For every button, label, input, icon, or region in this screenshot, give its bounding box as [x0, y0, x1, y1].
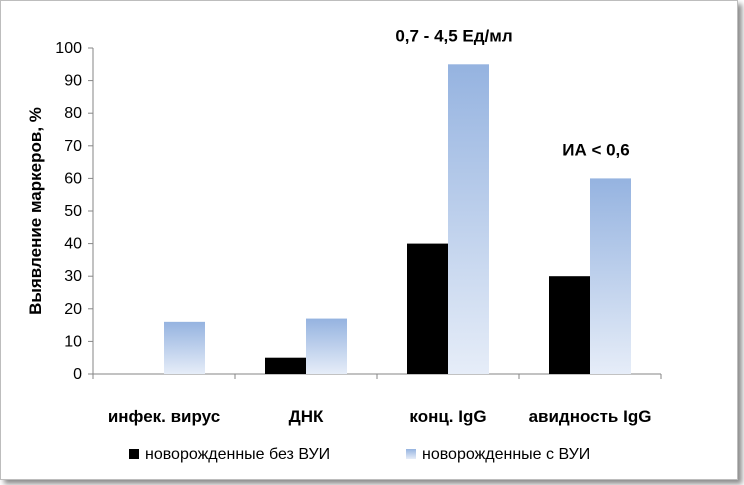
legend-swatch [129, 449, 139, 459]
legend-label: новорожденные без ВУИ [145, 446, 330, 463]
x-category-label: инфек. вирус [108, 407, 220, 426]
bar-chart: 0 10 20 30 40 50 60 70 80 90 100 Выявление маркеро… [26, 26, 662, 463]
y-tick-label: 30 [64, 268, 82, 285]
y-tick-label: 10 [64, 333, 82, 350]
y-tick-label: 70 [64, 138, 82, 155]
y-tick-label: 20 [64, 301, 82, 318]
y-tick-label: 90 [64, 73, 82, 90]
x-category-label: ДНК [289, 407, 324, 426]
y-tick-label: 80 [64, 105, 82, 122]
y-axis-title: Выявление маркеров, % [26, 107, 45, 315]
y-tick-label: 60 [64, 170, 82, 187]
x-category-label: авидность IgG [529, 407, 652, 426]
bar-with-vui-2 [448, 64, 489, 375]
legend-swatch [406, 449, 416, 459]
annotation-label: 0,7 - 4,5 Ед/мл [395, 26, 512, 45]
bar-without-vui-2 [407, 243, 448, 374]
bar-with-vui-3 [590, 178, 631, 374]
x-category-label: конц. IgG [409, 407, 486, 426]
bar-with-vui-1 [306, 318, 347, 374]
bar-with-vui-0 [164, 321, 205, 374]
y-tick-label: 0 [73, 366, 82, 383]
legend-label: новорожденные с ВУИ [422, 446, 590, 463]
y-tick-label: 50 [64, 203, 82, 220]
y-tick-label: 100 [55, 40, 82, 57]
bar-without-vui-3 [549, 276, 590, 374]
y-tick-label: 40 [64, 236, 82, 253]
bar-without-vui-1 [265, 357, 306, 374]
annotation-label: ИА < 0,6 [562, 140, 630, 159]
